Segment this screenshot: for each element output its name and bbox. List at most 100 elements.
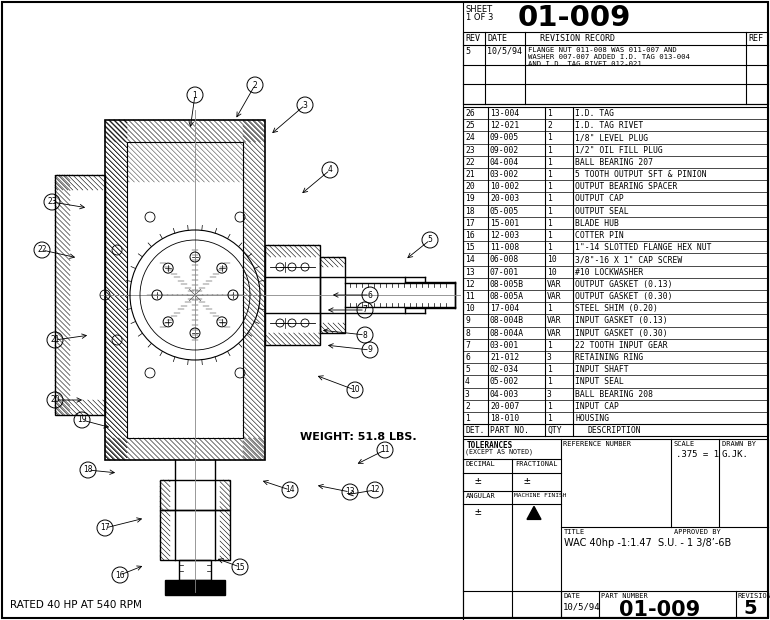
- Text: DATE: DATE: [563, 593, 580, 599]
- Text: 1"-14 SLOTTED FLANGE HEX NUT: 1"-14 SLOTTED FLANGE HEX NUT: [575, 243, 711, 252]
- Bar: [179, 560, 211, 580]
- Text: INPUT SEAL: INPUT SEAL: [575, 378, 624, 386]
- Text: 20: 20: [465, 182, 475, 191]
- Text: 5: 5: [427, 236, 433, 244]
- Text: 9: 9: [367, 345, 373, 355]
- Text: 4: 4: [327, 166, 333, 174]
- Text: 2: 2: [465, 402, 470, 411]
- Text: 23: 23: [47, 198, 57, 206]
- Text: REV: REV: [465, 34, 480, 43]
- Text: 19: 19: [77, 415, 87, 425]
- Text: 10: 10: [547, 255, 557, 264]
- Text: VAR: VAR: [547, 316, 561, 326]
- Text: 24: 24: [465, 133, 475, 143]
- Text: 1: 1: [547, 133, 552, 143]
- Text: 04-003: 04-003: [490, 389, 519, 399]
- Text: 15: 15: [235, 562, 245, 572]
- Bar: [320, 257, 345, 333]
- Text: I.D. TAG: I.D. TAG: [575, 109, 614, 118]
- Text: 22: 22: [37, 246, 47, 254]
- Text: VAR: VAR: [547, 292, 561, 301]
- Text: 5 TOOTH OUTPUT SFT & PINION: 5 TOOTH OUTPUT SFT & PINION: [575, 170, 707, 179]
- Text: 16: 16: [116, 570, 125, 580]
- Text: 3: 3: [547, 389, 552, 399]
- Text: PART NO.: PART NO.: [490, 426, 529, 435]
- Text: 3/8"-16 X 1" CAP SCREW: 3/8"-16 X 1" CAP SCREW: [575, 255, 682, 264]
- Text: 20-007: 20-007: [490, 402, 519, 411]
- Text: 12: 12: [465, 280, 475, 289]
- Bar: [105, 120, 265, 460]
- Text: 1: 1: [547, 195, 552, 203]
- Text: INPUT GASKET (0.30): INPUT GASKET (0.30): [575, 329, 668, 338]
- Text: 1: 1: [192, 91, 197, 99]
- Bar: [160, 510, 230, 560]
- Text: 6: 6: [465, 353, 470, 362]
- Text: WEIGHT: 51.8 LBS.: WEIGHT: 51.8 LBS.: [300, 432, 417, 442]
- Text: 4: 4: [465, 378, 470, 386]
- Text: ±: ±: [524, 476, 531, 487]
- Bar: [165, 580, 225, 595]
- Text: 10: 10: [350, 386, 360, 394]
- Text: 9: 9: [465, 316, 470, 326]
- Text: 12-021: 12-021: [490, 121, 519, 130]
- Text: 8: 8: [363, 330, 367, 340]
- Text: 3: 3: [303, 100, 307, 110]
- Text: 08-004B: 08-004B: [490, 316, 524, 326]
- Text: 16: 16: [465, 231, 475, 240]
- Bar: [127, 142, 243, 438]
- Text: 1: 1: [547, 243, 552, 252]
- Text: 05-002: 05-002: [490, 378, 519, 386]
- Text: 09-002: 09-002: [490, 146, 519, 154]
- Text: DRAWN BY: DRAWN BY: [722, 441, 756, 448]
- Text: 03-001: 03-001: [490, 341, 519, 350]
- Text: OUTPUT GASKET (0.30): OUTPUT GASKET (0.30): [575, 292, 672, 301]
- Text: 1: 1: [547, 109, 552, 118]
- Text: 18: 18: [83, 466, 92, 474]
- Text: FLANGE NUT 011-008 WAS 011-007 AND: FLANGE NUT 011-008 WAS 011-007 AND: [528, 47, 677, 53]
- Bar: [55, 175, 105, 415]
- Text: RATED 40 HP AT 540 RPM: RATED 40 HP AT 540 RPM: [10, 600, 142, 610]
- Text: .375 = 1: .375 = 1: [676, 450, 719, 459]
- Text: 15-001: 15-001: [490, 219, 519, 228]
- Bar: [265, 245, 320, 345]
- Text: INPUT SHAFT: INPUT SHAFT: [575, 365, 628, 374]
- Text: 04-004: 04-004: [490, 158, 519, 167]
- Text: 1/8" LEVEL PLUG: 1/8" LEVEL PLUG: [575, 133, 648, 143]
- Text: AND I.D. TAG RIVET 012-021: AND I.D. TAG RIVET 012-021: [528, 61, 641, 67]
- Text: 08-005B: 08-005B: [490, 280, 524, 289]
- Text: 5: 5: [465, 47, 470, 56]
- Text: 13-004: 13-004: [490, 109, 519, 118]
- Text: 1: 1: [547, 219, 552, 228]
- Text: 23: 23: [465, 146, 475, 154]
- Text: ±: ±: [475, 476, 482, 487]
- Text: 1: 1: [547, 206, 552, 216]
- Text: 11: 11: [380, 446, 390, 454]
- Text: 1: 1: [547, 304, 552, 313]
- Text: INPUT CAP: INPUT CAP: [575, 402, 619, 411]
- Polygon shape: [527, 507, 541, 520]
- Text: 10-002: 10-002: [490, 182, 519, 191]
- Text: OUTPUT SEAL: OUTPUT SEAL: [575, 206, 628, 216]
- Text: 22: 22: [465, 158, 475, 167]
- Text: TITLE: TITLE: [564, 529, 585, 536]
- Text: 10: 10: [465, 304, 475, 313]
- Text: 18-010: 18-010: [490, 414, 519, 423]
- Text: G.JK.: G.JK.: [722, 450, 749, 459]
- Text: #10 LOCKWASHER: #10 LOCKWASHER: [575, 268, 643, 277]
- Text: TOLERANCES: TOLERANCES: [467, 441, 514, 450]
- Text: 5: 5: [465, 365, 470, 374]
- Text: 11-008: 11-008: [490, 243, 519, 252]
- Text: 01-009: 01-009: [518, 4, 631, 32]
- Text: BALL BEARING 207: BALL BEARING 207: [575, 158, 653, 167]
- Text: 8: 8: [465, 329, 470, 338]
- Text: FRACTIONAL: FRACTIONAL: [515, 461, 557, 467]
- Text: 1: 1: [547, 170, 552, 179]
- Text: 10/5/94: 10/5/94: [487, 47, 522, 56]
- Text: 12: 12: [370, 485, 380, 495]
- Text: 10/5/94: 10/5/94: [563, 602, 601, 611]
- Text: 21: 21: [465, 170, 475, 179]
- Text: 1: 1: [547, 378, 552, 386]
- Text: HOUSING: HOUSING: [575, 414, 609, 423]
- Text: 06-008: 06-008: [490, 255, 519, 264]
- Text: 1/2" OIL FILL PLUG: 1/2" OIL FILL PLUG: [575, 146, 663, 154]
